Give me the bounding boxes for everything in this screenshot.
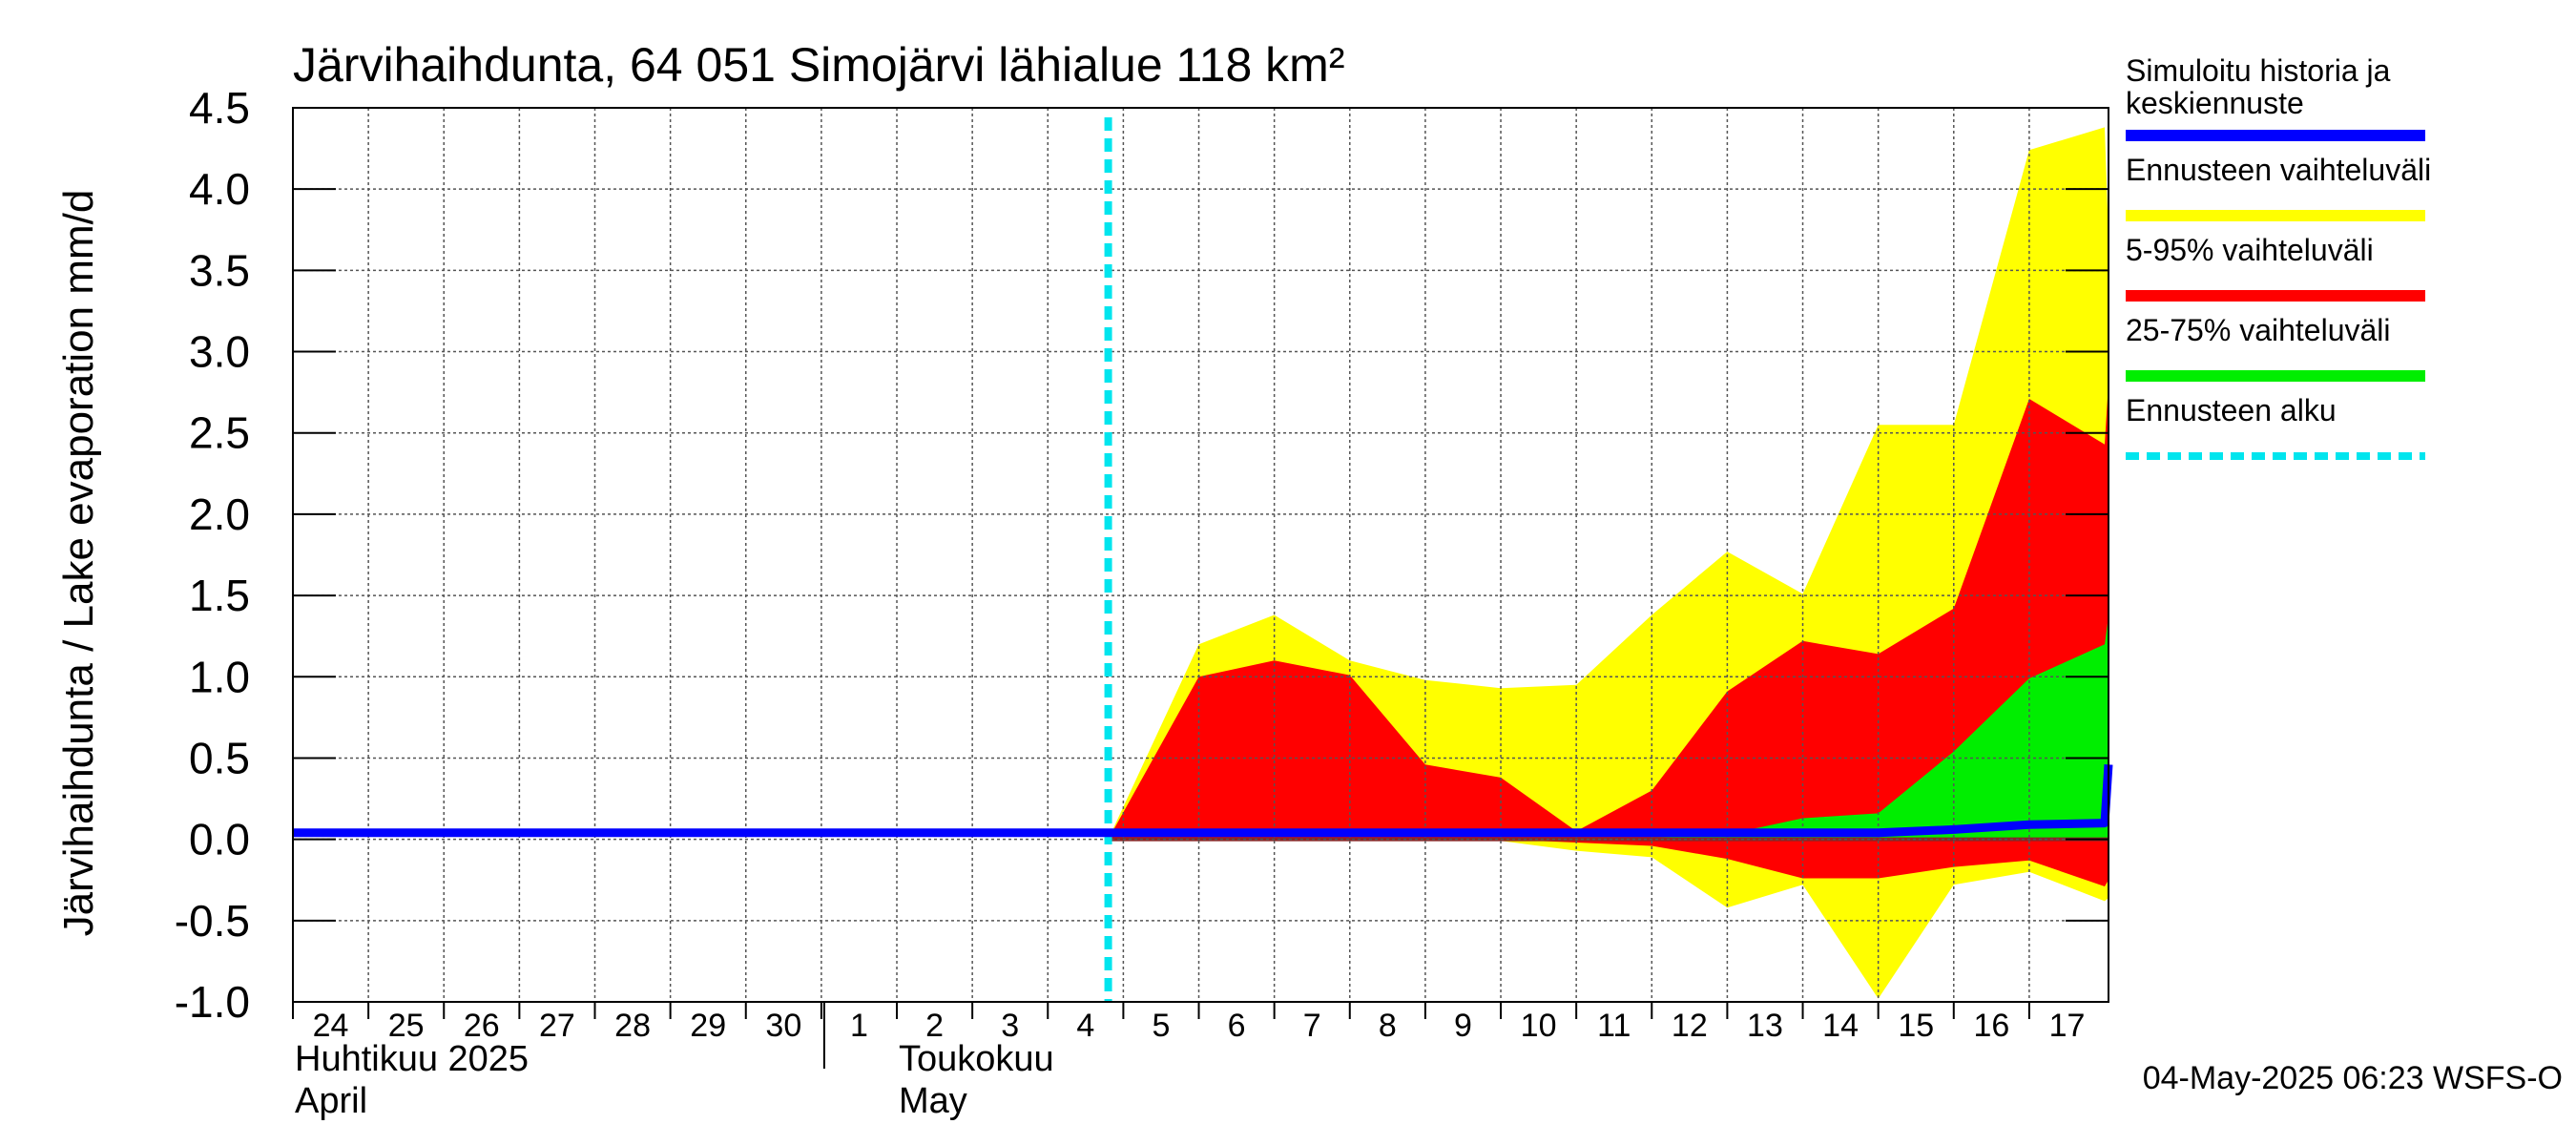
x-tick-label: 29	[690, 1008, 726, 1044]
legend-label: Ennusteen vaihteluväli	[2126, 153, 2431, 187]
legend-label: Ennusteen alku	[2126, 393, 2337, 427]
x-tick-label: 26	[464, 1008, 500, 1044]
y-axis: 4.5 4.0 3.5 3.0 2.5 2.0 1.5 1.0 0.5 0.0 -0.5 -1.0	[175, 83, 2109, 1027]
y-tick-label: 0.5	[189, 733, 250, 782]
legend-label: Simuloitu historia ja	[2126, 53, 2391, 88]
legend-label: 5-95% vaihteluväli	[2126, 233, 2374, 267]
y-tick-label: 3.5	[189, 245, 250, 295]
x-tick-label: 27	[539, 1008, 575, 1044]
x-tick-label: 12	[1672, 1008, 1708, 1044]
x-tick-label: 4	[1076, 1008, 1094, 1044]
x-axis: 24 25 26 27 28 29 30 1 2 3 4 5 6 7 8 9 10 11 12 13 14 15 16 17	[292, 1002, 2086, 1069]
x-tick-label: 24	[313, 1008, 349, 1044]
forecast-bands	[1108, 127, 2109, 999]
x-tick-label: 30	[765, 1008, 801, 1044]
x-tick-label: 2	[925, 1008, 944, 1044]
x-tick-label: 10	[1521, 1008, 1557, 1044]
x-tick-label: 28	[614, 1008, 651, 1044]
band-ennusteen-vaihteluv-li	[1108, 127, 2109, 999]
y-tick-label: 2.0	[189, 489, 250, 539]
legend-label: 25-75% vaihteluväli	[2126, 313, 2391, 347]
footer-timestamp: 04-May-2025 06:23 WSFS-O	[2143, 1060, 2563, 1096]
y-tick-label: -0.5	[175, 896, 250, 946]
chart-title: Järvihaihdunta, 64 051 Simojärvi lähialu…	[293, 38, 1344, 92]
y-tick-label: -1.0	[175, 977, 250, 1027]
legend-label-2: keskiennuste	[2126, 86, 2304, 120]
month-label-may-fi: Toukokuu	[899, 1039, 1054, 1079]
x-tick-label: 14	[1822, 1008, 1859, 1044]
x-tick-label: 11	[1597, 1008, 1631, 1044]
x-tick-label: 16	[1973, 1008, 2009, 1044]
x-tick-label: 13	[1747, 1008, 1783, 1044]
x-tick-label: 5	[1152, 1008, 1170, 1044]
y-tick-label: 3.0	[189, 327, 250, 377]
x-tick-label: 9	[1454, 1008, 1472, 1044]
grid-lines	[293, 108, 2109, 1002]
band-5-95-vaihteluv-li	[1108, 382, 2109, 886]
x-tick-label: 6	[1228, 1008, 1246, 1044]
y-tick-label: 4.5	[189, 83, 250, 133]
y-tick-label: 0.0	[189, 815, 250, 864]
band-25-75-vaihteluv-li	[1108, 616, 2109, 840]
month-label-april-fi: Huhtikuu 2025	[295, 1039, 529, 1079]
x-tick-label: 17	[2049, 1008, 2086, 1044]
y-axis-label: Järvihaihdunta / Lake evaporation mm/d	[55, 190, 102, 937]
y-tick-label: 1.0	[189, 652, 250, 701]
x-tick-label: 8	[1379, 1008, 1397, 1044]
x-tick-label: 25	[388, 1008, 425, 1044]
x-tick-label: 15	[1898, 1008, 1934, 1044]
plot-frame	[292, 107, 2109, 1003]
x-tick-label: 3	[1001, 1008, 1019, 1044]
month-label-may-en: May	[899, 1081, 967, 1121]
median-forecast-line	[293, 764, 2113, 838]
x-tick-label: 1	[850, 1008, 868, 1044]
x-tick-label: 7	[1303, 1008, 1321, 1044]
y-tick-label: 4.0	[189, 164, 250, 214]
y-tick-label: 2.5	[189, 408, 250, 458]
y-tick-label: 1.5	[189, 571, 250, 620]
month-label-april-en: April	[295, 1081, 367, 1121]
